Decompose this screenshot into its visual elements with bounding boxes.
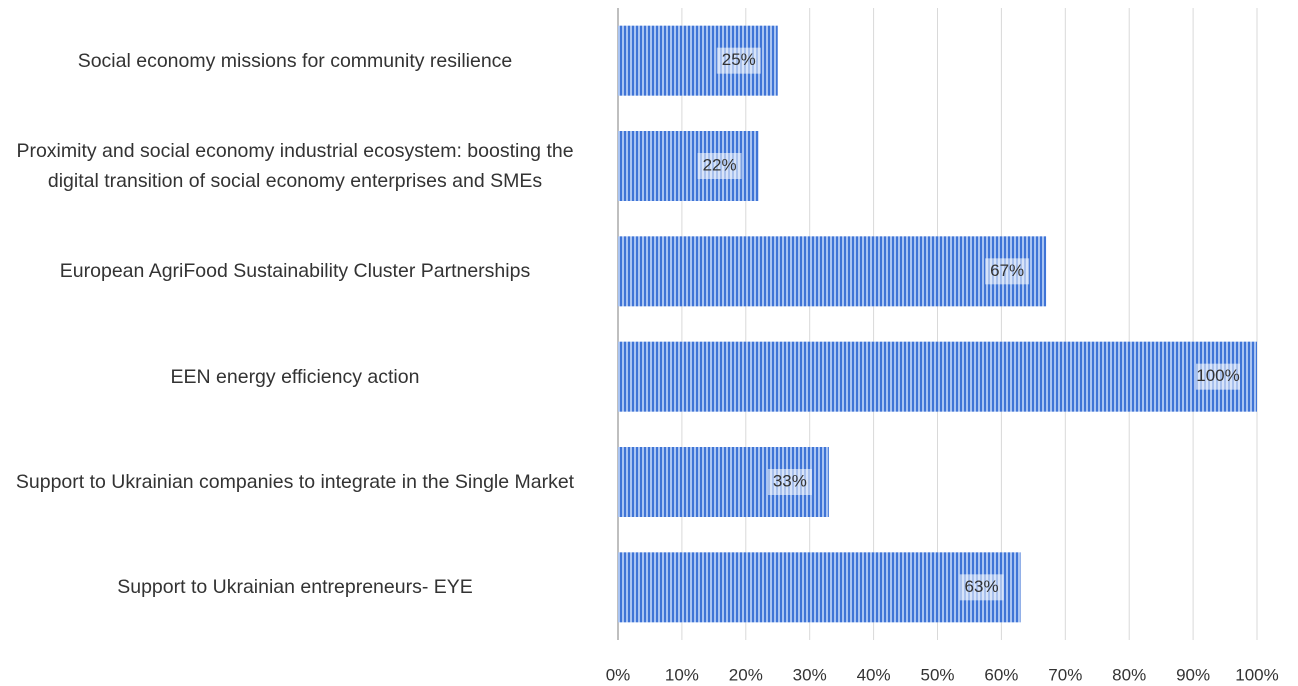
data-label: 63% [965,577,999,596]
x-tick-label: 90% [1176,665,1210,684]
x-tick-label: 50% [920,665,954,684]
x-tick-label: 10% [665,665,699,684]
bar [618,236,1047,307]
y-tick-label: Proximity and social economy industrial … [16,140,574,192]
data-label: 22% [703,155,737,174]
x-tick-label: 80% [1112,665,1146,684]
bar [618,341,1257,412]
data-label-box [716,47,761,74]
bar [618,552,1021,623]
x-tick-label: 60% [984,665,1018,684]
x-tick-label: 0% [606,665,631,684]
data-label-box [697,153,742,179]
data-label-box [985,258,1030,285]
data-label-box [959,574,1004,601]
y-tick-label: Social economy missions for community re… [77,49,513,72]
data-label: 33% [773,471,807,490]
y-tick-label: Support to Ukrainian entrepreneurs- EYE [117,576,473,599]
y-tick-label: European AgriFood Sustainability Cluster… [59,260,531,283]
x-tick-label: 70% [1048,665,1082,684]
data-label: 100% [1196,366,1239,385]
data-label-box [1196,363,1240,390]
x-tick-label: 40% [857,665,891,684]
x-tick-label: 100% [1235,665,1278,684]
x-tick-label: 30% [793,665,827,684]
x-tick-label: 20% [729,665,763,684]
y-tick-label: Support to Ukrainian companies to integr… [15,471,575,493]
y-tick-label: EEN energy efficiency action [170,365,420,388]
data-label: 67% [990,261,1024,280]
data-label-box [767,469,812,495]
data-label: 25% [722,50,756,69]
